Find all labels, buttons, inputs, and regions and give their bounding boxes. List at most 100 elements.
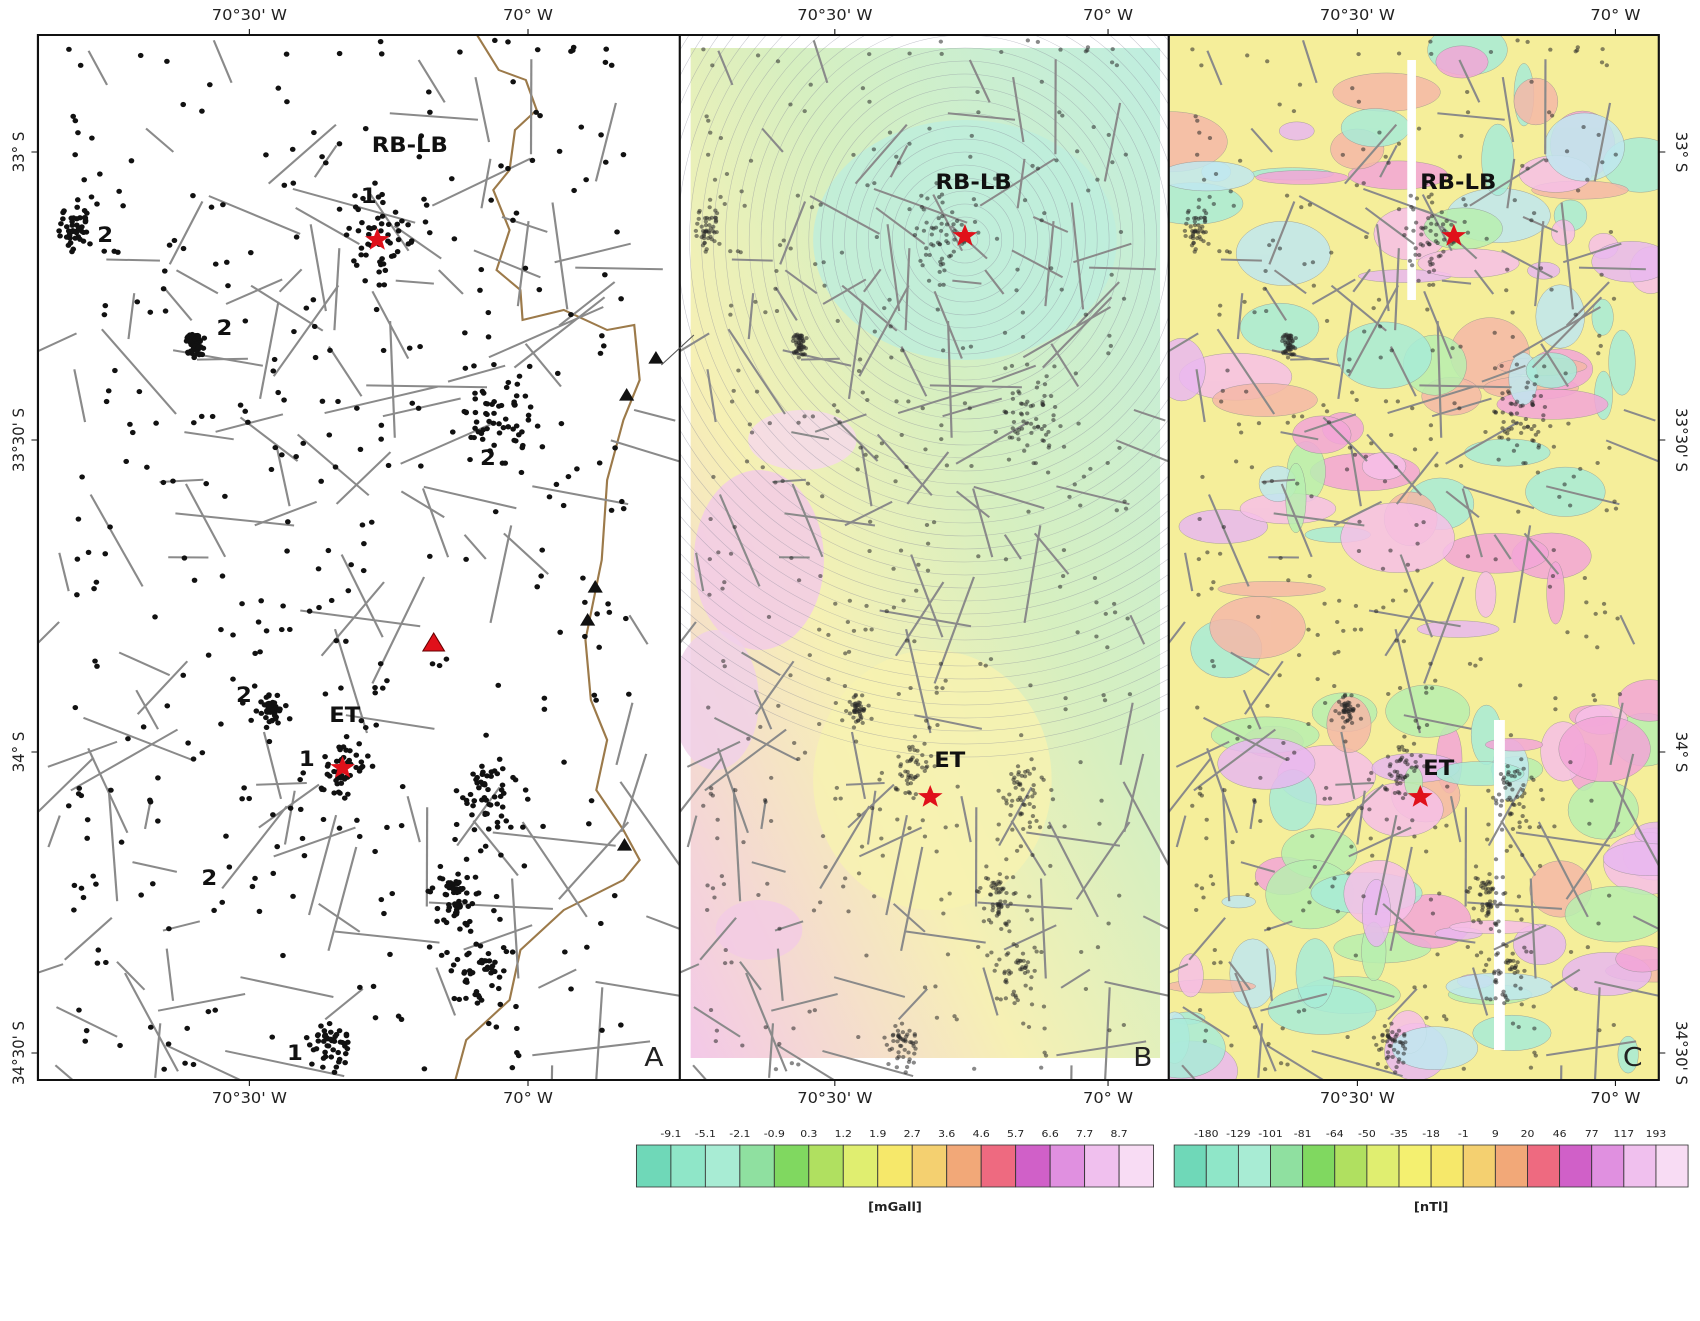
epicenter xyxy=(853,701,859,706)
epicenter xyxy=(278,626,285,633)
epicenter xyxy=(733,788,738,793)
fault-line xyxy=(1534,221,1545,307)
epicenter xyxy=(1394,769,1400,774)
epicenter xyxy=(1436,254,1442,259)
colorbar-label: 7.7 xyxy=(1076,1128,1093,1140)
fault-line xyxy=(595,980,680,997)
fault-line xyxy=(324,385,439,415)
epicenter xyxy=(1342,705,1347,710)
epicenter xyxy=(1488,997,1493,1002)
epicenter xyxy=(1596,132,1601,137)
epicenter xyxy=(955,784,960,789)
annotation: 2 xyxy=(217,317,233,341)
epicenter xyxy=(1600,47,1605,52)
fault-line xyxy=(37,756,95,814)
epicenter xyxy=(1440,222,1446,227)
fault-line xyxy=(1612,781,1659,868)
epicenter xyxy=(1286,578,1291,583)
epicenter xyxy=(705,152,711,157)
epicenter xyxy=(1444,823,1449,828)
epicenter xyxy=(1022,448,1027,453)
epicenter xyxy=(287,805,294,811)
epicenter xyxy=(1349,693,1354,698)
epicenter xyxy=(1441,1014,1447,1019)
epicenter xyxy=(1049,787,1054,792)
fault-line xyxy=(1374,814,1398,916)
epicenter xyxy=(1212,948,1217,953)
colorbar-label: -1 xyxy=(1458,1128,1469,1140)
gravity-map xyxy=(679,35,1169,1058)
colorbar-label: 0.3 xyxy=(800,1128,817,1140)
fault-line xyxy=(1540,343,1570,388)
epicenter xyxy=(1356,52,1361,57)
epicenter xyxy=(1532,423,1537,428)
epicenter xyxy=(373,722,380,728)
epicenter xyxy=(773,286,778,291)
epicenter xyxy=(1395,775,1400,780)
epicenter xyxy=(608,507,615,513)
epicenter xyxy=(399,783,406,790)
fault-line xyxy=(952,279,982,285)
lat-label: 33° S xyxy=(8,132,28,173)
epicenter xyxy=(905,781,910,786)
epicenter xyxy=(1114,63,1120,68)
epicenter xyxy=(1265,703,1270,708)
epicenter xyxy=(140,724,147,730)
fault-line xyxy=(501,215,548,233)
epicenter xyxy=(901,1054,906,1059)
colorbar-swatch xyxy=(1173,1144,1207,1188)
epicenter xyxy=(706,118,711,123)
epicenter xyxy=(1486,957,1492,962)
epicenter xyxy=(1396,1059,1401,1064)
fault-line xyxy=(47,740,118,768)
epicenter xyxy=(1034,818,1039,823)
epicenter xyxy=(952,228,957,233)
magnetic-anomaly xyxy=(1209,596,1306,659)
epicenter xyxy=(498,163,504,169)
epicenter xyxy=(1519,794,1525,799)
epicenter xyxy=(478,957,485,963)
lon-label: 70°30' W xyxy=(1320,6,1395,24)
epicenter xyxy=(442,891,449,897)
epicenter xyxy=(553,481,560,488)
epicenter xyxy=(1299,205,1304,210)
epicenter xyxy=(903,1070,908,1075)
epicenter xyxy=(497,1001,504,1007)
fault-line xyxy=(554,242,631,264)
epicenter xyxy=(496,421,502,427)
epicenter xyxy=(1493,557,1498,562)
epicenter xyxy=(789,555,794,560)
epicenter xyxy=(851,152,856,157)
epicenter xyxy=(938,228,944,233)
fault-line xyxy=(1023,525,1042,624)
epicenter xyxy=(1515,969,1520,974)
epicenter xyxy=(594,611,600,617)
epicenter xyxy=(84,835,91,841)
epicenter xyxy=(1228,189,1233,194)
fault-line xyxy=(1349,445,1362,507)
epicenter xyxy=(258,598,265,604)
epicenter xyxy=(477,287,483,293)
epicenter xyxy=(904,1065,910,1070)
epicenter xyxy=(342,1060,348,1066)
epicenter xyxy=(472,425,478,431)
epicenter xyxy=(1122,499,1127,504)
epicenter xyxy=(804,336,809,341)
contour-line xyxy=(679,570,1169,693)
epicenter xyxy=(1032,945,1037,950)
fault-line xyxy=(1513,525,1532,624)
fault-line xyxy=(132,861,178,873)
fault-line xyxy=(897,988,929,1021)
epicenter xyxy=(841,884,846,889)
epicenter xyxy=(1493,921,1499,926)
epicenter xyxy=(454,889,460,896)
epicenter xyxy=(385,238,391,244)
colorbar-swatch xyxy=(1084,1144,1120,1188)
epicenter xyxy=(115,249,121,255)
epicenter xyxy=(1198,786,1203,791)
fault-line xyxy=(1265,1044,1326,1080)
epicenter xyxy=(972,219,978,224)
fault-line xyxy=(812,40,829,84)
epicenter xyxy=(895,1056,900,1061)
epicenter xyxy=(368,519,375,525)
